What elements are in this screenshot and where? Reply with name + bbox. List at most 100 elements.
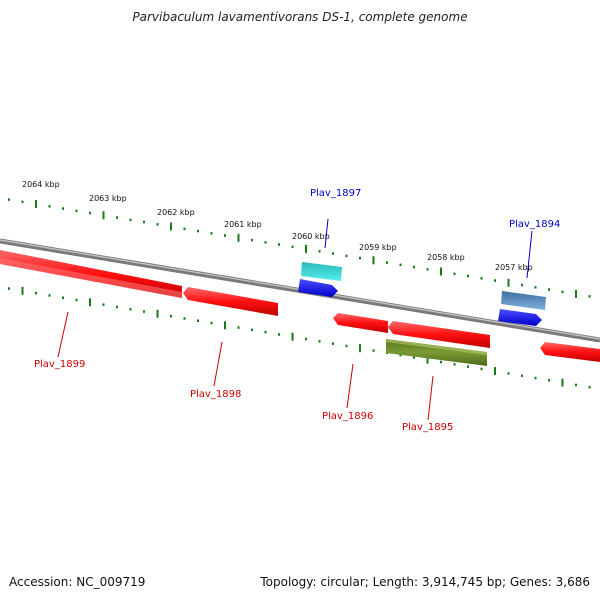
- scale-tick-minor: [561, 290, 564, 294]
- scale-tick-minor: [129, 308, 132, 311]
- scale-tick-minor: [156, 223, 159, 226]
- label-plav-1894[interactable]: Plav_1894: [509, 219, 560, 230]
- scale-tick-minor: [102, 303, 105, 306]
- scale-tick-minor: [251, 328, 253, 332]
- scale-tick-minor: [494, 279, 496, 282]
- scale-tick-major: [575, 290, 577, 298]
- scale-tick-minor: [89, 211, 91, 215]
- scale-tick-minor: [453, 272, 456, 276]
- gene-plav-1895-red[interactable]: [388, 321, 490, 348]
- scale-label-2064: 2064 kbp: [22, 180, 60, 189]
- scale-tick-minor: [8, 287, 10, 290]
- label-plav-1898[interactable]: Plav_1898: [190, 389, 241, 400]
- scale-tick-major: [35, 200, 37, 208]
- leader-plav-1895: [427, 375, 434, 421]
- scale-tick-minor: [48, 294, 51, 297]
- scale-tick-minor: [210, 232, 213, 235]
- leader-plav-1897: [324, 218, 329, 249]
- label-plav-1895[interactable]: Plav_1895: [402, 422, 453, 433]
- genome-info-text: Topology: circular; Length: 3,914,745 bp…: [260, 575, 590, 589]
- gene-plav-1897[interactable]: [298, 279, 338, 297]
- gene-plav-1897-cyan[interactable]: [301, 262, 342, 281]
- scale-tick-minor: [507, 372, 510, 375]
- scale-tick-minor: [413, 265, 415, 269]
- gene-plav-1894[interactable]: [498, 309, 542, 326]
- gene-red-right-edge[interactable]: [540, 342, 600, 362]
- scale-tick-minor: [372, 349, 375, 352]
- scale-tick-minor: [62, 207, 64, 210]
- scale-tick-minor: [116, 216, 118, 219]
- scale-tick-minor: [480, 277, 483, 280]
- scale-label-2062: 2062 kbp: [157, 208, 195, 217]
- scale-tick-minor: [116, 305, 118, 309]
- scale-tick-minor: [534, 376, 537, 380]
- scale-tick-major: [426, 355, 429, 364]
- scale-tick-minor: [359, 256, 361, 260]
- scale-tick-minor: [143, 310, 145, 313]
- scale-label-2060: 2060 kbp: [292, 232, 330, 241]
- scale-tick-minor: [521, 374, 523, 377]
- gene-plav-1899[interactable]: [0, 250, 182, 298]
- label-plav-1896[interactable]: Plav_1896: [322, 411, 373, 422]
- scale-tick-minor: [318, 340, 321, 343]
- scale-tick-minor: [548, 379, 550, 382]
- scale-tick-minor: [35, 291, 37, 295]
- scale-tick-minor: [575, 383, 577, 387]
- scale-tick-minor: [237, 326, 240, 329]
- scale-tick-minor: [48, 205, 51, 208]
- scale-tick-major: [291, 332, 294, 341]
- scale-tick-minor: [588, 295, 591, 298]
- scale-tick-minor: [75, 298, 78, 302]
- scale-label-2059: 2059 kbp: [359, 243, 397, 252]
- scale-tick-major: [507, 278, 510, 287]
- scale-tick-minor: [467, 274, 469, 278]
- scale-tick-minor: [426, 268, 429, 271]
- scale-label-2063: 2063 kbp: [89, 194, 127, 203]
- scale-tick-major: [102, 211, 105, 220]
- label-plav-1897[interactable]: Plav_1897: [310, 188, 361, 199]
- scale-tick-minor: [75, 209, 78, 213]
- scale-tick-minor: [386, 261, 388, 264]
- scale-tick-minor: [197, 319, 199, 322]
- scale-tick-minor: [183, 317, 186, 320]
- scale-tick-minor: [413, 356, 415, 359]
- scale-tick-major: [237, 233, 240, 242]
- leader-plav-1899: [57, 311, 69, 358]
- scale-tick-minor: [143, 220, 145, 224]
- scale-tick-minor: [467, 365, 469, 368]
- scale-tick-major: [89, 298, 91, 307]
- leader-plav-1896: [346, 363, 354, 409]
- scale-tick-minor: [291, 245, 294, 249]
- scale-tick-minor: [183, 227, 186, 231]
- scale-tick-minor: [399, 263, 402, 267]
- scale-tick-minor: [210, 321, 213, 325]
- scale-tick-major: [440, 267, 442, 276]
- genome-title: Parvibaculum lavamentivorans DS-1, compl…: [132, 10, 468, 24]
- scale-tick-major: [170, 222, 172, 231]
- scale-tick-minor: [224, 234, 226, 237]
- scale-tick-minor: [278, 333, 280, 336]
- gene-plav-1898[interactable]: [183, 287, 278, 316]
- scale-tick-major: [494, 367, 496, 376]
- scale-tick-major: [372, 256, 375, 265]
- scale-ticks-upper: [8, 198, 591, 298]
- scale-tick-minor: [534, 286, 537, 289]
- scale-tick-minor: [264, 241, 267, 244]
- scale-tick-minor: [521, 283, 523, 287]
- scale-tick-major: [359, 344, 361, 353]
- gene-plav-1894-steel[interactable]: [501, 291, 546, 310]
- gene-plav-1895[interactable]: [386, 339, 487, 366]
- scale-tick-minor: [21, 200, 24, 204]
- scale-tick-minor: [251, 238, 253, 242]
- gene-plav-1896[interactable]: [333, 313, 388, 333]
- label-plav-1899[interactable]: Plav_1899: [34, 359, 85, 370]
- scale-tick-minor: [278, 243, 280, 246]
- scale-tick-major: [156, 309, 159, 318]
- scale-tick-minor: [345, 344, 348, 348]
- scale-tick-minor: [453, 363, 456, 366]
- scale-label-2058: 2058 kbp: [427, 253, 465, 262]
- scale-label-2061: 2061 kbp: [224, 220, 262, 229]
- scale-tick-minor: [588, 386, 591, 389]
